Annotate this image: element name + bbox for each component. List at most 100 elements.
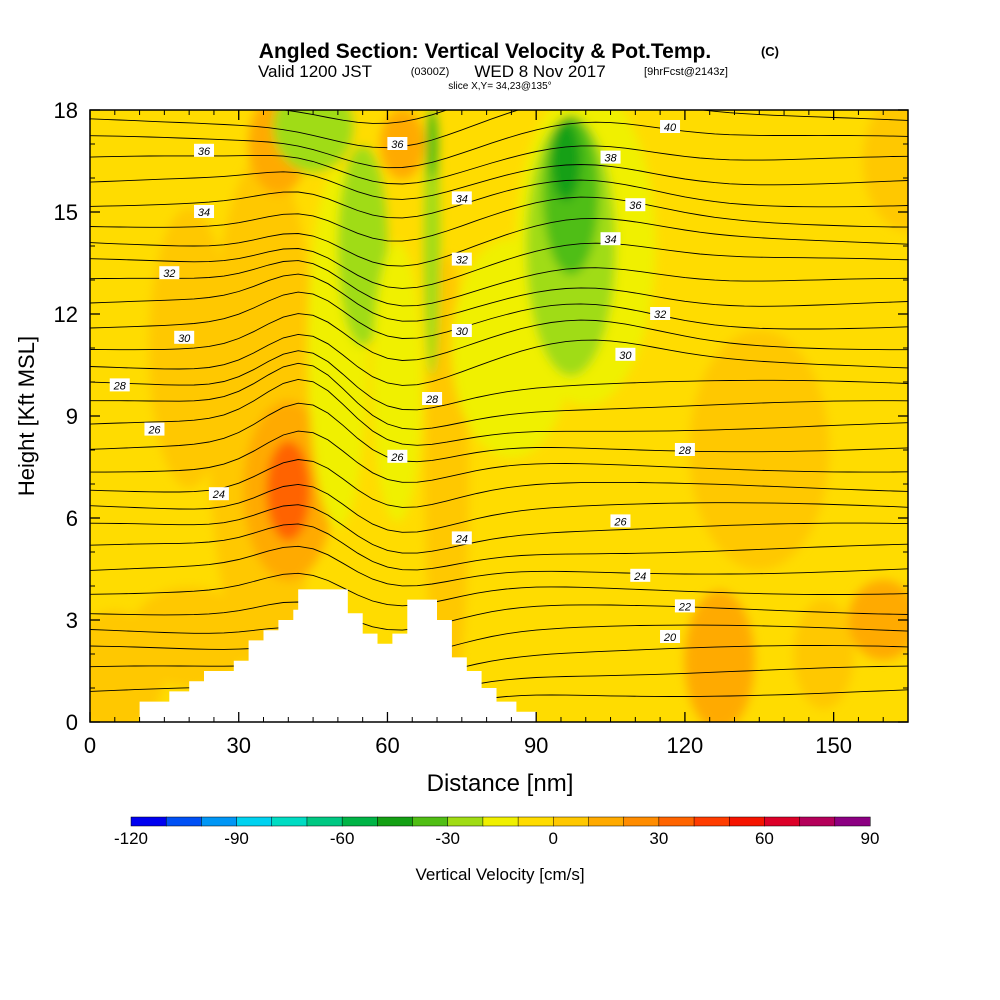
colorbar-swatch <box>799 816 836 827</box>
colorbar-swatch <box>834 816 871 827</box>
svg-text:40: 40 <box>664 122 677 134</box>
y-axis-label: Height [Kft MSL] <box>14 336 39 496</box>
y-tick-label: 15 <box>54 200 78 225</box>
y-tick-label: 9 <box>66 404 78 429</box>
colorbar-label: Vertical Velocity [cm/s] <box>415 865 584 884</box>
colorbar-swatch <box>482 816 519 827</box>
y-tick-label: 18 <box>54 98 78 123</box>
colorbar-swatch <box>271 816 308 827</box>
contour-label: 24 <box>451 531 472 545</box>
colorbar-tick-label: 30 <box>649 829 668 848</box>
colorbar-swatch <box>341 816 378 827</box>
y-tick-label: 3 <box>66 608 78 633</box>
colorbar-swatch <box>658 816 695 827</box>
svg-text:32: 32 <box>456 255 468 267</box>
contour-label: 36 <box>194 143 215 158</box>
x-tick-label: 0 <box>84 733 96 758</box>
contour-label: 28 <box>674 443 695 457</box>
colorbar-swatch <box>165 816 202 827</box>
svg-text:36: 36 <box>391 139 404 151</box>
terrain-mask <box>139 589 537 722</box>
colorbar-swatch <box>447 816 484 827</box>
chart-title: Angled Section: Vertical Velocity & Pot.… <box>259 40 711 63</box>
svg-text:34: 34 <box>604 234 616 246</box>
x-tick-label: 150 <box>815 733 852 758</box>
contour-label: 32 <box>451 252 472 267</box>
forecast-info: [9hrFcst@2143z] <box>644 66 728 78</box>
contour-label: 38 <box>600 150 621 165</box>
colorbar-swatch <box>764 816 801 827</box>
contour-label: 24 <box>208 487 229 501</box>
svg-text:30: 30 <box>178 333 191 345</box>
colorbar-swatch <box>306 816 343 827</box>
colorbar-tick-label: -120 <box>114 829 148 848</box>
svg-text:24: 24 <box>455 533 468 545</box>
svg-text:36: 36 <box>198 146 211 158</box>
x-tick-label: 60 <box>375 733 399 758</box>
colorbar-swatch <box>236 816 273 827</box>
colorbar-swatch <box>728 816 765 827</box>
colorbar-swatch <box>517 816 554 827</box>
colorbar-swatch <box>412 816 449 827</box>
svg-text:36: 36 <box>629 200 642 212</box>
svg-text:22: 22 <box>678 601 691 613</box>
x-axis-label: Distance [nm] <box>427 770 574 797</box>
valid-date: WED 8 Nov 2017 <box>474 62 605 81</box>
contour-label: 28 <box>109 378 130 392</box>
valid-zulu: (0300Z) <box>411 66 450 78</box>
contour-label: 30 <box>174 330 195 345</box>
contour-label: 30 <box>451 324 472 338</box>
contour-label: 26 <box>610 514 631 528</box>
contour-label: 34 <box>451 191 472 205</box>
svg-text:30: 30 <box>619 350 632 362</box>
contour-label: 34 <box>600 232 621 246</box>
svg-text:26: 26 <box>147 425 161 437</box>
contour-label: 26 <box>387 449 408 464</box>
contour-label: 40 <box>660 120 681 134</box>
svg-text:32: 32 <box>654 309 666 321</box>
contour-label: 20 <box>660 630 681 644</box>
x-tick-label: 90 <box>524 733 548 758</box>
svg-text:30: 30 <box>456 326 469 338</box>
contour-label: 24 <box>630 568 651 583</box>
colorbar-swatch <box>553 816 590 827</box>
x-tick-label: 30 <box>226 733 250 758</box>
svg-text:34: 34 <box>198 207 210 219</box>
x-tick-label: 120 <box>667 733 704 758</box>
svg-text:38: 38 <box>604 153 617 165</box>
colorbar-swatch <box>623 816 660 827</box>
colorbar-tick-label: -30 <box>435 829 460 848</box>
contour-label: 36 <box>387 137 408 151</box>
colorbar-tick-label: 90 <box>861 829 880 848</box>
svg-text:32: 32 <box>163 268 175 280</box>
svg-text:28: 28 <box>113 380 127 392</box>
colorbar-swatch <box>377 816 414 827</box>
y-tick-label: 12 <box>54 302 78 327</box>
colorbar-swatch <box>693 816 730 827</box>
contour-label: 36 <box>625 198 646 212</box>
slice-info: slice X,Y= 34,23@135° <box>448 81 551 92</box>
contour-label: 30 <box>615 347 636 362</box>
contour-label: 32 <box>159 266 180 280</box>
colorbar-tick-label: 60 <box>755 829 774 848</box>
y-tick-label: 6 <box>66 506 78 531</box>
chart-title-unit: (C) <box>761 44 779 59</box>
colorbar-swatch <box>201 816 238 827</box>
valid-time: Valid 1200 JST <box>258 62 372 81</box>
svg-text:26: 26 <box>390 452 404 464</box>
colorbar-tick-label: 0 <box>549 829 558 848</box>
colorbar-swatch <box>130 816 167 827</box>
svg-text:34: 34 <box>456 193 468 205</box>
contour-label: 26 <box>144 422 165 437</box>
svg-text:26: 26 <box>613 516 627 528</box>
contour-labels: 36 34 32 30 28 26 24 36 34 32 30 28 26 24 40 38 36 34 32 30… <box>109 120 695 644</box>
svg-text:28: 28 <box>425 394 439 406</box>
svg-text:28: 28 <box>678 445 692 457</box>
colorbar-tick-label: -90 <box>224 829 249 848</box>
colorbar-tick-label: -60 <box>330 829 355 848</box>
svg-text:24: 24 <box>212 489 225 501</box>
contour-label: 28 <box>422 392 443 406</box>
contour-label: 32 <box>650 307 671 321</box>
